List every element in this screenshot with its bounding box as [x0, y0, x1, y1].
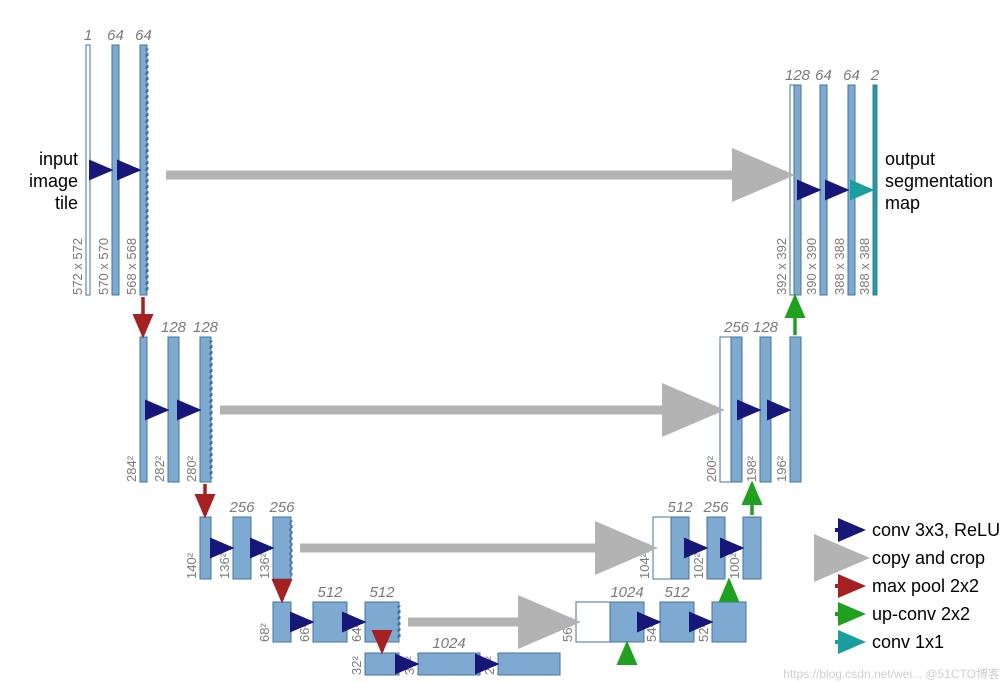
size-label: 68²: [257, 623, 272, 642]
size-label: 102²: [691, 552, 706, 579]
channel-label: 2: [870, 67, 880, 84]
block-e0a: [86, 45, 90, 295]
channel-label: 1024: [432, 635, 465, 652]
channel-label: 256: [228, 499, 255, 516]
channel-label: 512: [667, 499, 693, 516]
block-e1b: [168, 337, 179, 482]
channel-label: 128: [753, 319, 779, 336]
block-d3b: [610, 602, 644, 642]
watermark: https://blog.csdn.net/wei... @51CTO博客: [783, 666, 1000, 681]
size-label: 392 x 392: [774, 238, 789, 295]
size-label: 572 x 572: [70, 238, 85, 295]
size-label: 100²: [727, 552, 742, 579]
output-label: segmentation: [885, 171, 993, 191]
block-d0c: [820, 85, 827, 295]
size-label: 282²: [152, 455, 167, 482]
size-label: 64²: [349, 623, 364, 642]
size-label: 196²: [774, 455, 789, 482]
size-label: 32²: [349, 656, 364, 675]
channel-label: 256: [723, 319, 750, 336]
block-e4a: [365, 653, 399, 675]
channel-label: 256: [268, 499, 295, 516]
size-label: 54²: [644, 623, 659, 642]
size-label: 66²: [297, 623, 312, 642]
block-e2b: [233, 517, 251, 579]
size-label: 198²: [744, 455, 759, 482]
block-e4c: [498, 653, 560, 675]
size-label: 52²: [696, 623, 711, 642]
block-e3c: [365, 602, 399, 642]
channel-label: 128: [193, 319, 219, 336]
block-e2a: [200, 517, 211, 579]
size-label: 136²: [217, 552, 232, 579]
legend-text: copy and crop: [872, 548, 985, 568]
legend-text: up-conv 2x2: [872, 604, 970, 624]
size-label: 104²: [637, 552, 652, 579]
block-e3a: [273, 602, 291, 642]
block-e1c: [200, 337, 211, 482]
size-label: 136²: [257, 552, 272, 579]
channel-label: 256: [702, 499, 729, 516]
block-e2c: [273, 517, 291, 579]
size-label: 284²: [124, 455, 139, 482]
size-label: 390 x 390: [804, 238, 819, 295]
channel-label: 512: [369, 584, 395, 601]
channel-label: 512: [317, 584, 343, 601]
input-label: tile: [55, 193, 78, 213]
size-label: 388 x 388: [857, 238, 872, 295]
channel-label: 512: [664, 584, 690, 601]
block-e4b: [418, 653, 480, 675]
channel-label: 64: [107, 27, 124, 44]
block-e1a: [140, 337, 147, 482]
size-label: 570 x 570: [96, 238, 111, 295]
channel-label: 128: [161, 319, 187, 336]
block-d1d: [790, 337, 801, 482]
legend-text: conv 1x1: [872, 632, 944, 652]
size-label: 140²: [184, 552, 199, 579]
block-d2d: [743, 517, 761, 579]
channel-label: 128: [785, 67, 811, 84]
block-d0a: [790, 85, 794, 295]
size-label: 568 x 568: [124, 238, 139, 295]
input-label: input: [39, 149, 78, 169]
block-e0b: [112, 45, 119, 295]
block-d1b: [731, 337, 742, 482]
block-d2c: [707, 517, 725, 579]
channel-label: 1024: [610, 584, 643, 601]
block-d3c: [660, 602, 694, 642]
size-label: 200²: [704, 455, 719, 482]
channel-label: 64: [135, 27, 152, 44]
size-label: 388 x 388: [832, 238, 847, 295]
output-label: map: [885, 193, 920, 213]
size-label: 280²: [184, 455, 199, 482]
block-d0b: [794, 85, 801, 295]
block-d0d: [848, 85, 855, 295]
input-label: image: [29, 171, 78, 191]
block-d3d: [712, 602, 746, 642]
block-d2a: [653, 517, 671, 579]
channel-label: 64: [843, 67, 860, 84]
legend-text: max pool 2x2: [872, 576, 979, 596]
channel-label: 64: [815, 67, 832, 84]
legend-text: conv 3x3, ReLU: [872, 520, 1000, 540]
block-d2b: [671, 517, 689, 579]
block-d0e: [873, 85, 877, 295]
block-e3b: [313, 602, 347, 642]
unet-diagram: 1572 x 57264570 x 57064568 x 568284²1282…: [0, 0, 1007, 683]
block-d1a: [720, 337, 731, 482]
output-label: output: [885, 149, 935, 169]
block-d1c: [760, 337, 771, 482]
channel-label: 1: [84, 27, 92, 44]
block-d3a: [576, 602, 610, 642]
